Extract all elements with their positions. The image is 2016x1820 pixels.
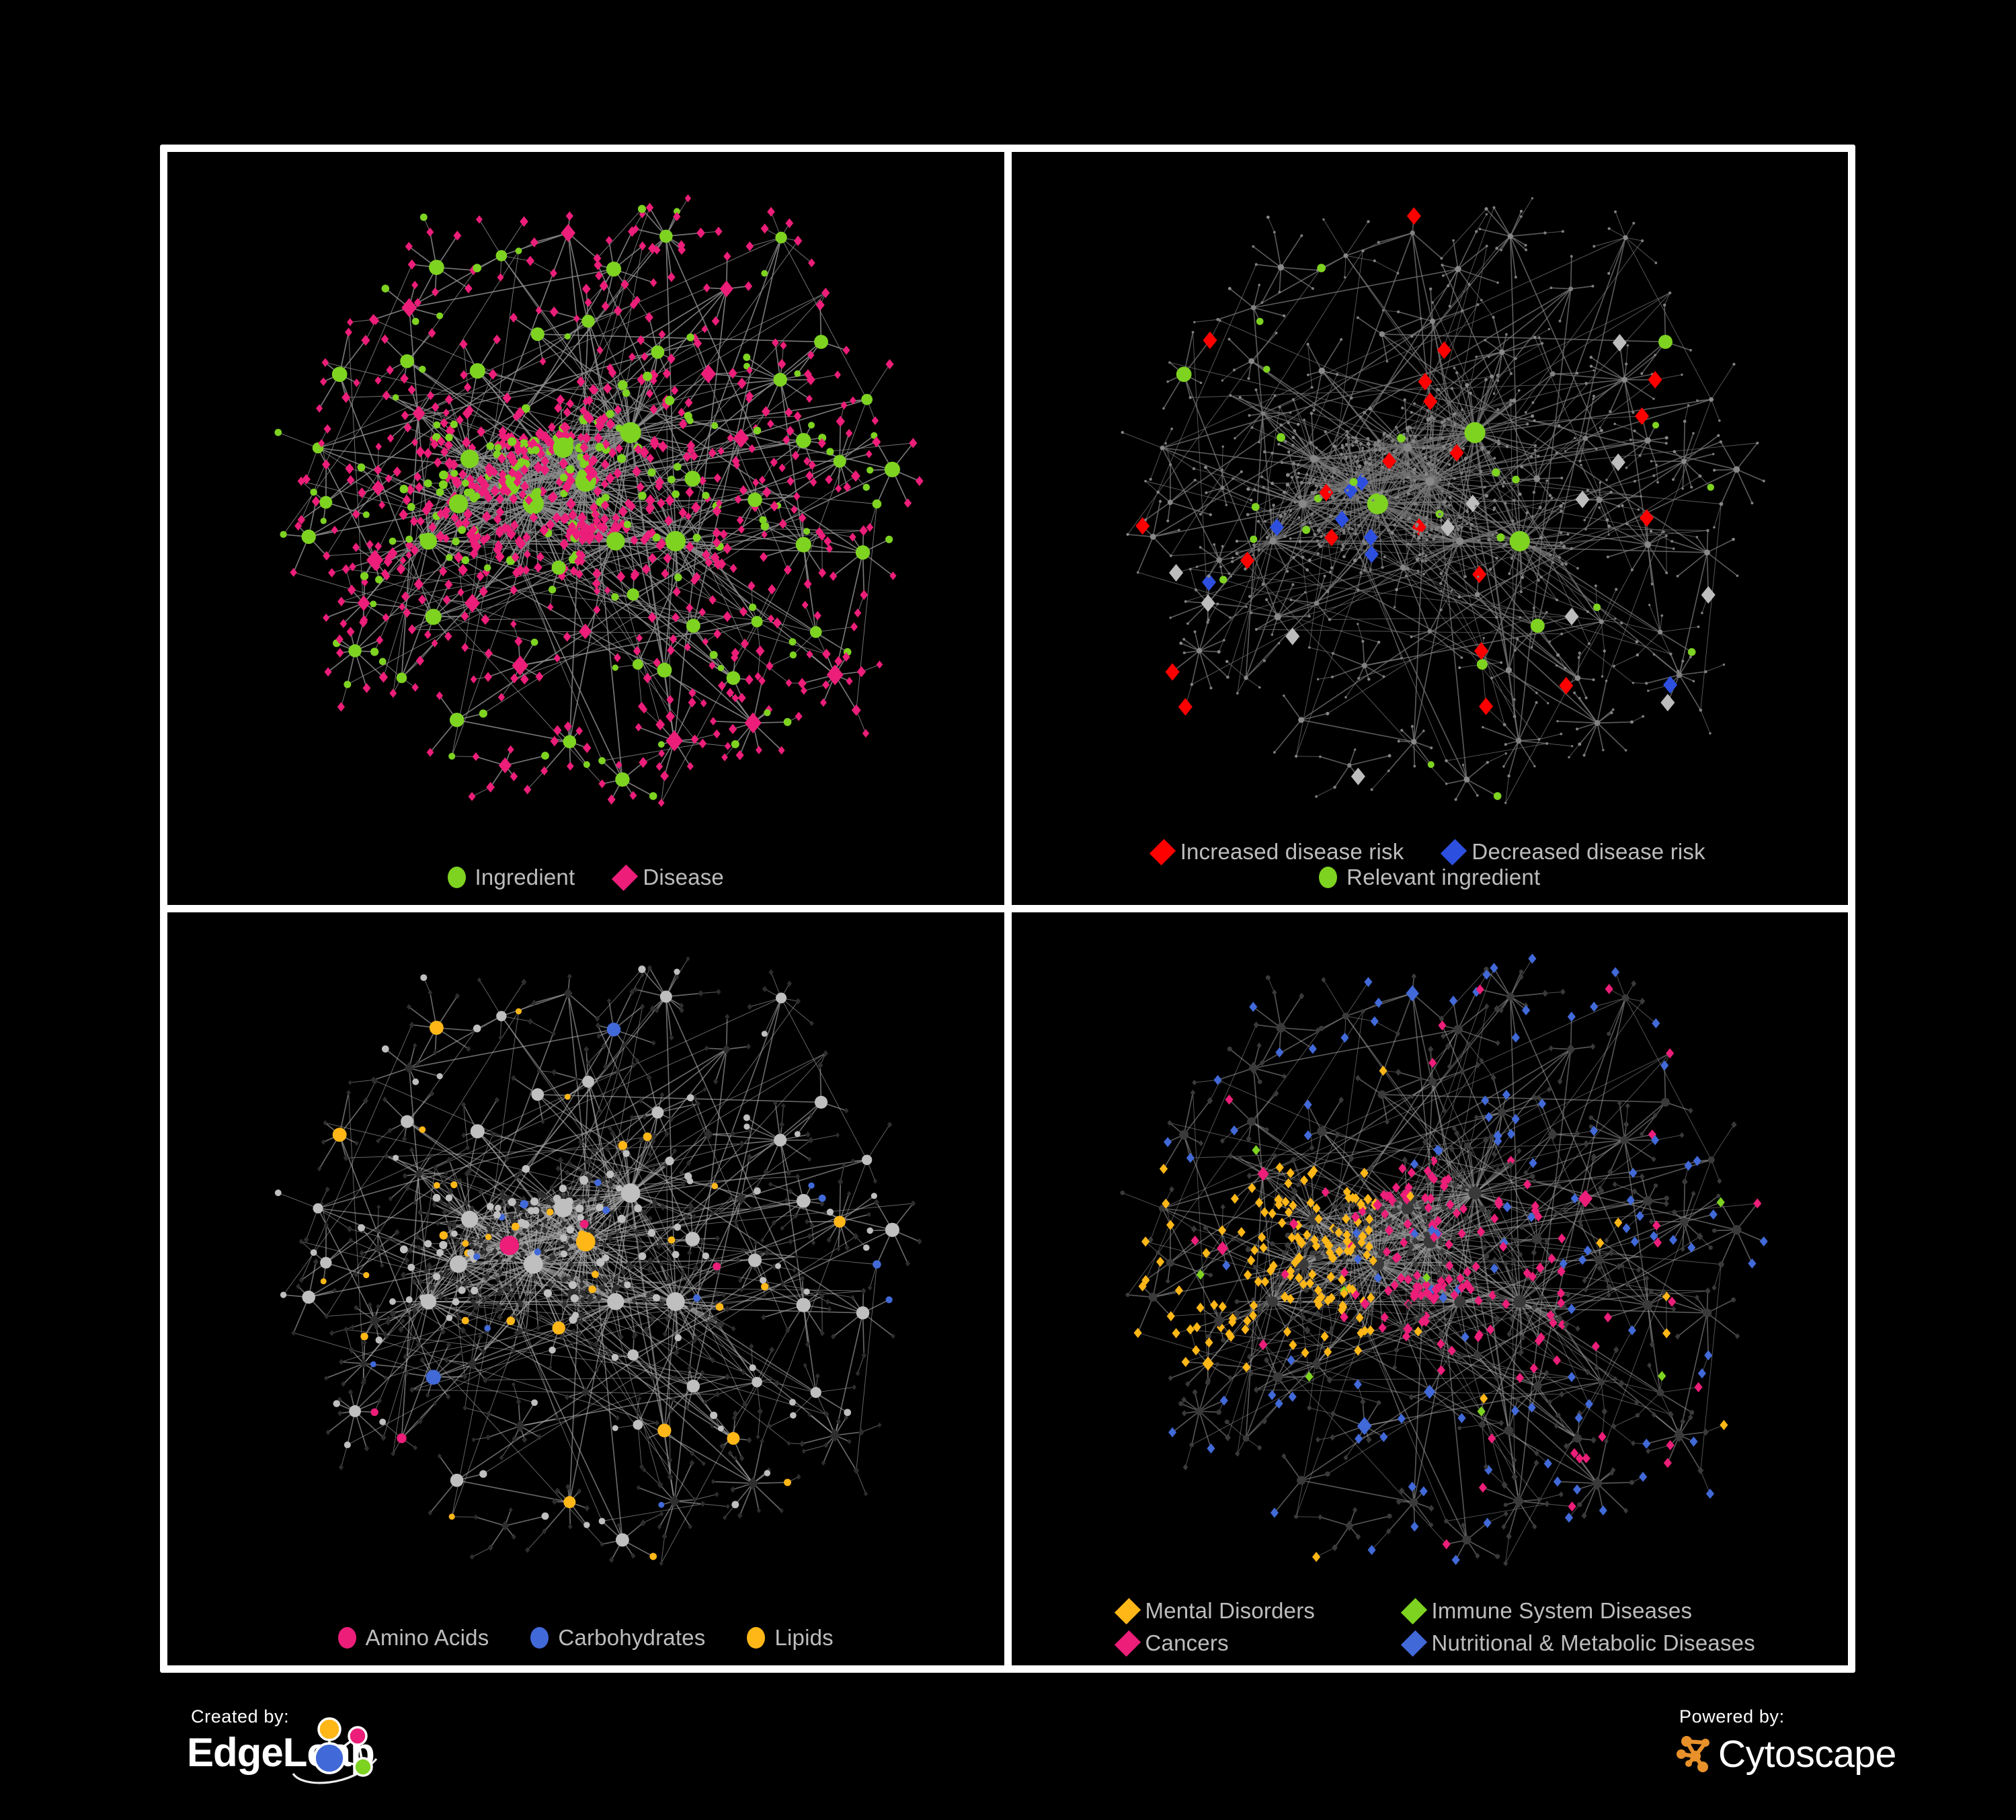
green-circle-icon (447, 867, 466, 888)
network-canvas-disease-classes (1012, 912, 1849, 1586)
edgeleap-network-logo-icon (292, 1717, 378, 1784)
legend-ingredient-disease: Ingredient Disease (167, 864, 1004, 891)
orange-circle-icon (747, 1627, 766, 1649)
network-canvas-ingredient-classes (167, 912, 1004, 1586)
panel-ingredient-classes: Amino Acids Carbohydrates Lipids (167, 912, 1004, 1665)
legend-item-label: Amino Acids (365, 1625, 489, 1650)
cytoscape-logo-icon (1677, 1736, 1709, 1772)
panel-disease-classes: Mental Disorders Immune System Diseases … (1011, 912, 1849, 1665)
created-by-label: Created by: (191, 1706, 290, 1727)
network-canvas-ingredient-disease (167, 152, 1004, 826)
powered-by-label: Powered by: (1679, 1706, 1785, 1727)
legend-item-nutritional-metabolic-diseases: Nutritional & Metabolic Diseases (1400, 1630, 1755, 1657)
legend-item-decreased-risk: Decreased disease risk (1441, 838, 1705, 865)
legend-item-label: Carbohydrates (558, 1625, 706, 1650)
blue-diamond-icon (1400, 1630, 1427, 1657)
legend-item-carbohydrates: Carbohydrates (530, 1625, 705, 1651)
legend-disease-risk: Increased disease risk Decreased disease… (1012, 838, 1849, 890)
pink-diamond-icon (612, 864, 639, 891)
legend-item-ingredient: Ingredient (447, 865, 575, 890)
legend-item-immune-system-diseases: Immune System Diseases (1400, 1597, 1692, 1624)
legend-item-label: Disease (643, 865, 724, 889)
legend-item-label: Lipids (774, 1625, 834, 1650)
legend-item-label: Mental Disorders (1145, 1598, 1316, 1623)
legend-item-label: Nutritional & Metabolic Diseases (1431, 1630, 1755, 1655)
legend-item-amino-acids: Amino Acids (337, 1625, 489, 1651)
cytoscape-wordmark: Cytoscape (1718, 1733, 1896, 1776)
orange-diamond-icon (1114, 1597, 1141, 1624)
legend-item-increased-risk: Increased disease risk (1149, 838, 1404, 865)
legend-item-label: Immune System Diseases (1431, 1598, 1693, 1623)
legend-item-label: Increased disease risk (1180, 839, 1404, 864)
legend-item-lipids: Lipids (747, 1625, 834, 1651)
legend-item-relevant-ingredient: Relevant ingredient (1319, 865, 1540, 890)
legend-item-label: Ingredient (475, 865, 575, 889)
pink-circle-icon (337, 1627, 356, 1649)
legend-ingredient-classes: Amino Acids Carbohydrates Lipids (167, 1625, 1004, 1651)
network-canvas-disease-risk (1012, 152, 1849, 826)
blue-circle-icon (530, 1627, 549, 1649)
legend-item-cancers: Cancers (1114, 1630, 1375, 1657)
panel-disease-risk: Increased disease risk Decreased disease… (1011, 152, 1849, 905)
legend-disease-classes: Mental Disorders Immune System Diseases … (1012, 1597, 1849, 1657)
legend-item-label: Cancers (1145, 1630, 1229, 1655)
figure-panel-grid: Ingredient Disease Increased disease ris… (160, 145, 1855, 1673)
green-diamond-icon (1400, 1597, 1427, 1624)
legend-item-label: Decreased disease risk (1471, 839, 1705, 864)
red-diamond-icon (1149, 838, 1176, 865)
powered-by-block: Powered by: Cytoscape (1560, 1702, 1896, 1796)
created-by-block: Created by: EdgeLeap (160, 1702, 442, 1796)
blue-diamond-icon (1441, 838, 1467, 865)
legend-item-mental-disorders: Mental Disorders (1114, 1597, 1375, 1624)
panel-ingredient-disease: Ingredient Disease (167, 152, 1004, 905)
green-circle-icon (1319, 867, 1338, 888)
legend-item-label: Relevant ingredient (1346, 865, 1541, 889)
pink-diamond-icon (1114, 1630, 1141, 1657)
legend-item-disease: Disease (612, 864, 724, 891)
figure-footer: Created by: EdgeLeap Powered by: (160, 1689, 1896, 1807)
